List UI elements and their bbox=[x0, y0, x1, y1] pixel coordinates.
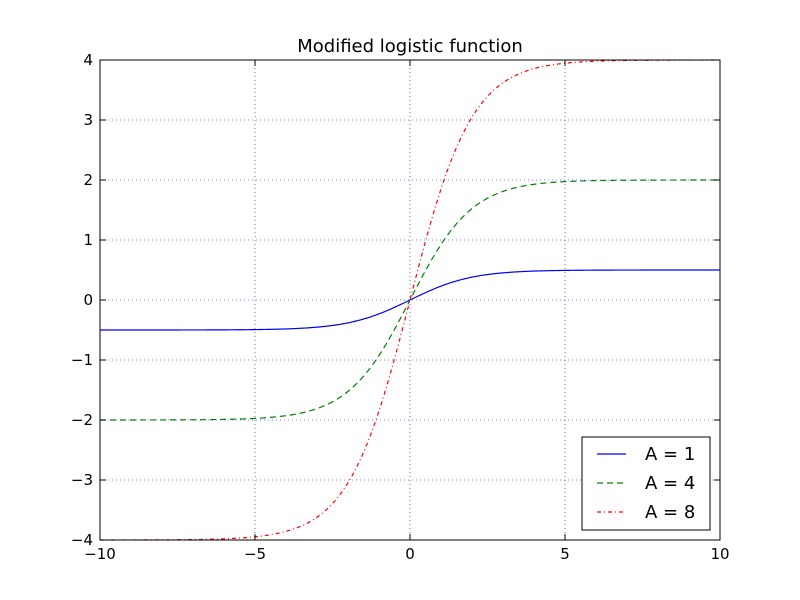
y-tick-label: 4 bbox=[83, 51, 93, 69]
legend-box bbox=[581, 436, 711, 531]
x-tick-label: 10 bbox=[710, 545, 729, 563]
legend-label-3: A = 8 bbox=[645, 502, 695, 523]
x-tick-label: 5 bbox=[560, 545, 570, 563]
y-tick-label: −1 bbox=[71, 351, 93, 369]
y-tick-label: 0 bbox=[83, 291, 93, 309]
legend-label-1: A = 1 bbox=[645, 444, 695, 465]
y-tick-label: 2 bbox=[83, 171, 93, 189]
y-tick-label: −2 bbox=[71, 411, 93, 429]
y-tick-label: 1 bbox=[83, 231, 93, 249]
x-tick-label: −10 bbox=[84, 545, 116, 563]
x-tick-label: −5 bbox=[244, 545, 266, 563]
legend: A = 1 A = 4 A = 8 bbox=[581, 436, 711, 531]
series-layer bbox=[100, 59, 720, 541]
y-tick-label: 3 bbox=[83, 111, 93, 129]
legend-label-2: A = 4 bbox=[645, 473, 695, 494]
y-tick-label: −4 bbox=[71, 531, 93, 549]
chart-title: Modified logistic function bbox=[297, 36, 523, 57]
series-line-2 bbox=[100, 179, 720, 421]
y-tick-label: −3 bbox=[71, 471, 93, 489]
x-tick-label: 0 bbox=[405, 545, 415, 563]
